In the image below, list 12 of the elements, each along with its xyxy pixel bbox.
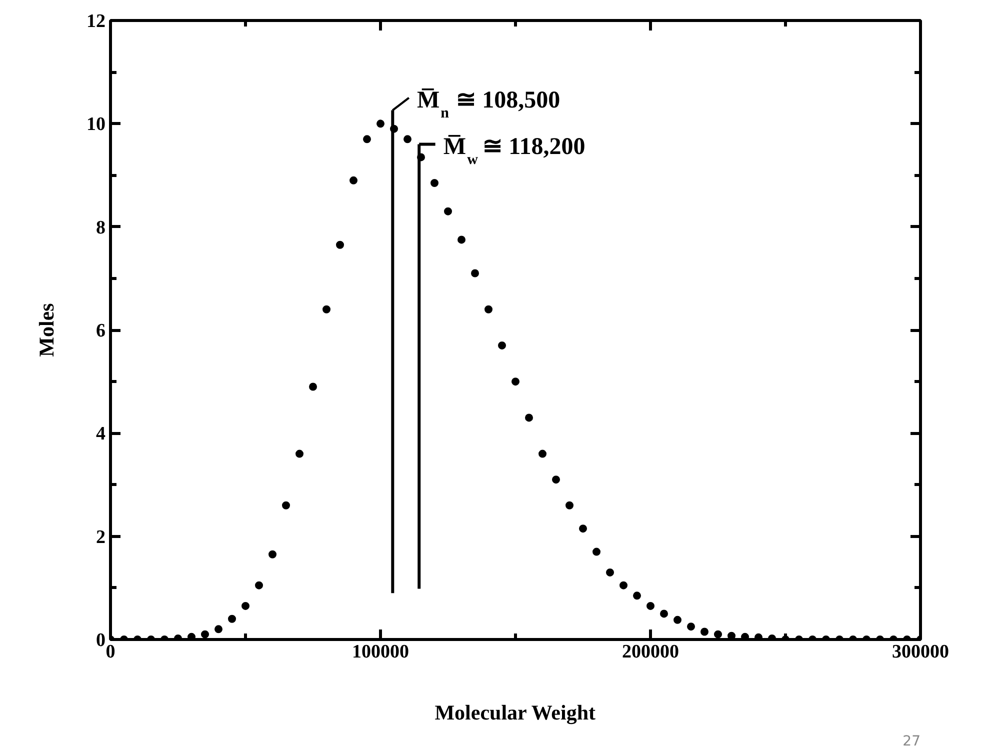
x-tick-label: 200000 bbox=[622, 642, 679, 662]
y-axis-title: Moles bbox=[34, 303, 58, 357]
y-tick-label: 8 bbox=[96, 217, 106, 238]
text: 27 bbox=[902, 734, 921, 750]
y-tick-label: 12 bbox=[86, 11, 106, 32]
x-tick-label: 100000 bbox=[352, 642, 409, 662]
x-axis-title: Molecular Weight bbox=[434, 700, 596, 724]
x-tick-label: 300000 bbox=[892, 642, 949, 662]
y-tick-label: 6 bbox=[96, 320, 106, 342]
y-tick-label: 2 bbox=[96, 526, 106, 548]
y-tick-label: 10 bbox=[86, 114, 106, 136]
y-tick-label: 4 bbox=[96, 424, 106, 445]
